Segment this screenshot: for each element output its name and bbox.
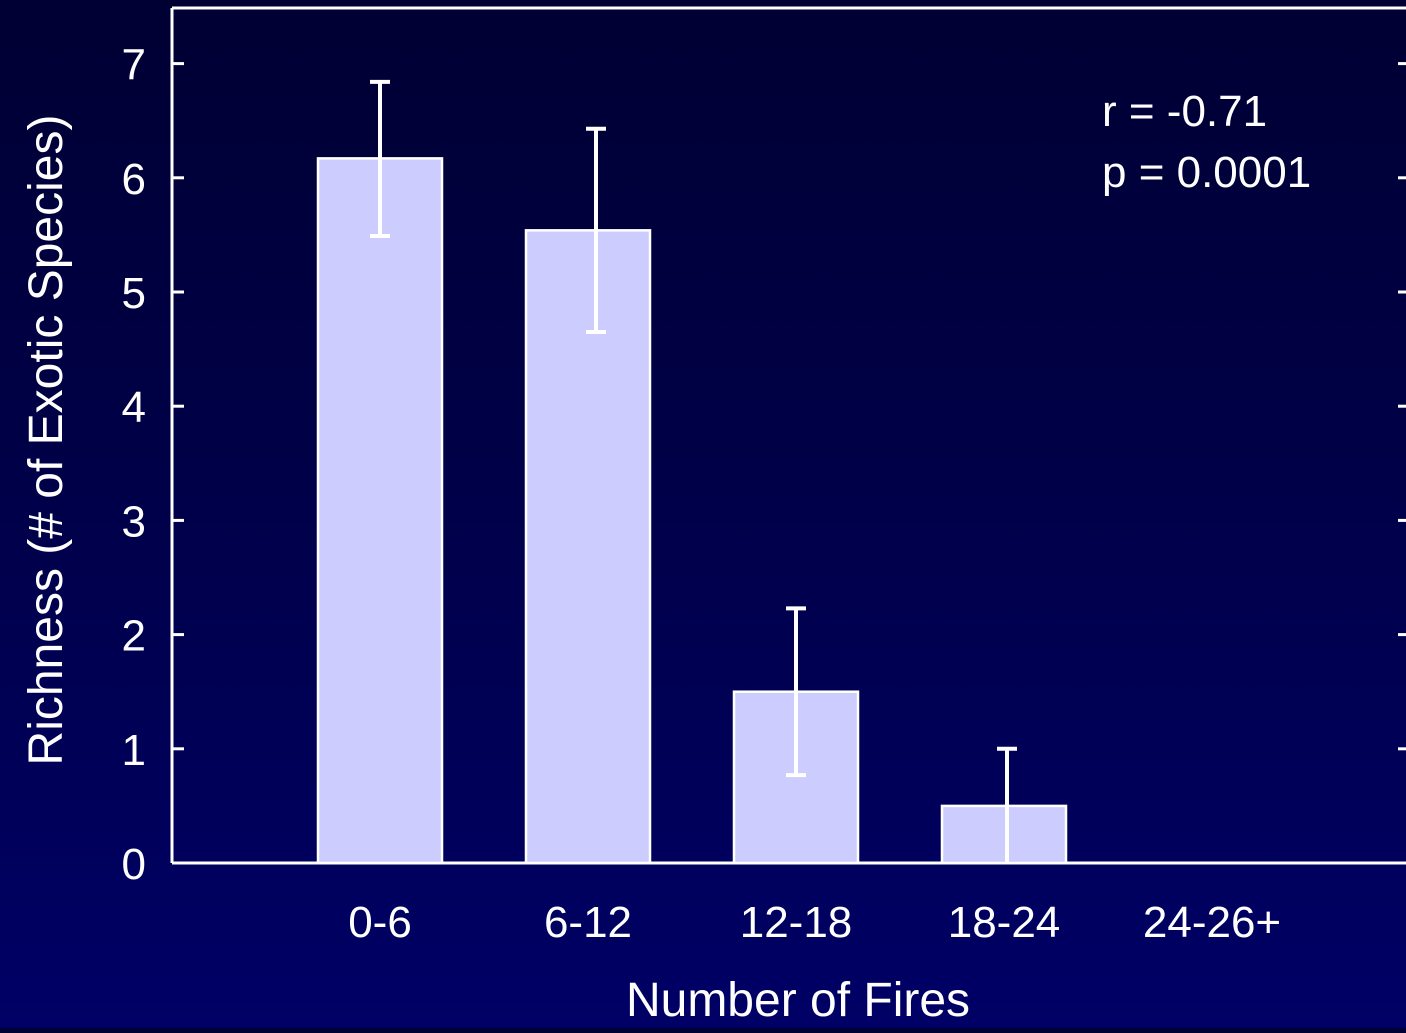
y-tick-label: 0 <box>122 840 146 889</box>
bar <box>940 804 1068 865</box>
correlation-annotation: r = -0.71 <box>1102 87 1267 136</box>
y-tick-label: 6 <box>122 155 146 204</box>
y-axis-ticks: 0 1 2 3 4 5 6 7 <box>122 41 1406 889</box>
x-tick-label: 6-12 <box>544 898 632 947</box>
x-tick-label: 12-18 <box>740 898 853 947</box>
y-tick-label: 2 <box>122 612 146 661</box>
y-tick-label: 1 <box>122 726 146 775</box>
error-bars-group <box>370 79 1017 863</box>
p-value-annotation: p = 0.0001 <box>1102 148 1311 197</box>
x-tick-label: 18-24 <box>948 898 1061 947</box>
y-tick-label: 7 <box>122 41 146 90</box>
y-tick-label: 4 <box>122 383 146 432</box>
x-axis-label: Number of Fires <box>626 974 970 1027</box>
bar <box>316 157 444 865</box>
y-axis-label: Richness (# of Exotic Species) <box>20 115 73 766</box>
x-tick-label: 0-6 <box>348 898 412 947</box>
bar <box>524 229 652 865</box>
bars-group <box>316 157 1068 865</box>
y-tick-label: 3 <box>122 497 146 546</box>
x-tick-label: 24-26+ <box>1143 898 1281 947</box>
y-tick-label: 5 <box>122 269 146 318</box>
x-axis-ticks: 0-6 6-12 12-18 18-24 24-26+ <box>348 898 1281 947</box>
